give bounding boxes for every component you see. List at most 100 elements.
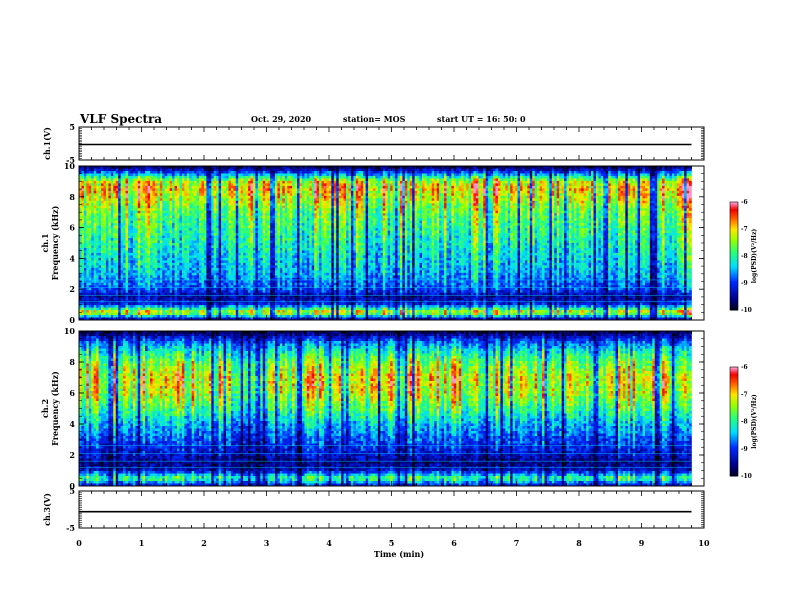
heatmap-cell xyxy=(186,307,190,311)
heatmap-cell xyxy=(186,198,190,202)
heatmap-cell xyxy=(181,218,185,221)
heatmap-cell xyxy=(181,265,185,269)
heatmap-cell xyxy=(245,315,249,318)
heatmap-cell xyxy=(118,285,121,289)
heatmap-cell xyxy=(230,173,234,177)
heatmap-cell xyxy=(186,305,190,308)
heatmap-cell xyxy=(191,178,195,182)
heatmap-cell xyxy=(130,203,134,207)
heatmap-cell xyxy=(201,198,205,202)
heatmap-cell xyxy=(230,305,234,308)
heatmap-cell xyxy=(252,218,256,221)
heatmap-cell xyxy=(132,220,136,224)
heatmap-cell xyxy=(150,275,153,279)
heatmap-cell xyxy=(105,193,109,197)
heatmap-cell xyxy=(98,265,102,269)
heatmap-cell xyxy=(167,260,170,264)
heatmap-cell xyxy=(137,198,141,202)
heatmap-cell xyxy=(196,213,200,216)
heatmap-cell xyxy=(91,238,94,241)
heatmap-cell xyxy=(159,250,163,254)
heatmap-cell xyxy=(203,170,207,174)
heatmap-cell xyxy=(179,297,183,301)
heatmap-cell xyxy=(157,205,161,209)
heatmap-cell xyxy=(88,285,92,289)
heatmap-cell xyxy=(245,267,249,271)
heatmap-cell xyxy=(150,223,153,226)
heatmap-cell xyxy=(255,180,259,184)
heatmap-cell xyxy=(233,305,237,308)
heatmap-cell xyxy=(105,198,109,202)
heatmap-cell xyxy=(86,175,90,179)
heatmap-cell xyxy=(213,210,217,214)
heatmap-cell xyxy=(88,225,92,229)
heatmap-cell xyxy=(265,173,268,177)
heatmap-cell xyxy=(86,225,90,229)
heatmap-cell xyxy=(186,178,190,182)
heatmap-cell xyxy=(154,260,158,264)
heatmap-cell xyxy=(245,235,249,239)
heatmap-cell xyxy=(189,243,192,246)
heatmap-cell xyxy=(250,297,254,301)
heatmap-cell xyxy=(181,215,185,219)
heatmap-cell xyxy=(120,233,124,236)
heatmap-cell xyxy=(194,220,197,224)
heatmap-cell xyxy=(86,275,90,279)
heatmap-cell xyxy=(108,275,112,279)
heatmap-cell xyxy=(157,210,161,214)
heatmap-cell xyxy=(184,180,188,184)
heatmap-cell xyxy=(86,252,90,256)
heatmap-cell xyxy=(248,240,251,244)
heatmap-cell xyxy=(137,312,141,316)
heatmap-cell xyxy=(208,247,212,251)
heatmap-cell xyxy=(101,275,104,279)
heatmap-cell xyxy=(194,270,197,274)
heatmap-cell xyxy=(194,302,197,306)
heatmap-cell xyxy=(140,183,143,187)
heatmap-cell xyxy=(184,255,188,259)
heatmap-cell xyxy=(203,295,207,298)
heatmap-cell xyxy=(159,210,163,214)
heatmap-cell xyxy=(167,168,170,172)
heatmap-cell xyxy=(270,178,273,182)
heatmap-cell xyxy=(120,250,124,254)
heatmap-cell xyxy=(250,175,254,179)
heatmap-cell xyxy=(265,218,268,221)
heatmap-cell xyxy=(252,215,256,219)
heatmap-cell xyxy=(223,290,227,293)
heatmap-cell xyxy=(159,208,163,212)
heatmap-cell xyxy=(157,195,161,199)
heatmap-cell xyxy=(181,225,185,229)
heatmap-cell xyxy=(147,235,151,239)
heatmap-cell xyxy=(130,305,134,308)
heatmap-cell xyxy=(238,203,241,207)
heatmap-cell xyxy=(137,188,141,194)
heatmap-cell xyxy=(132,252,136,256)
heatmap-cell xyxy=(243,280,246,284)
heatmap-cell xyxy=(203,302,207,306)
heatmap-cell xyxy=(130,173,134,177)
heatmap-cell xyxy=(157,267,161,271)
heatmap-cell xyxy=(162,235,166,239)
heatmap-cell xyxy=(245,178,249,182)
heatmap-cell xyxy=(238,218,241,221)
heatmap-cell xyxy=(128,173,131,177)
heatmap-cell xyxy=(157,208,161,212)
heatmap-cell xyxy=(201,210,205,214)
heatmap-cell xyxy=(137,195,141,199)
heatmap-cell xyxy=(267,170,271,174)
heatmap-cell xyxy=(142,310,146,313)
heatmap-cell xyxy=(130,208,134,212)
heatmap-cell xyxy=(88,265,92,269)
heatmap-cell xyxy=(140,218,143,221)
heatmap-cell xyxy=(250,255,254,259)
heatmap-cell xyxy=(260,198,264,202)
heatmap-cell xyxy=(255,233,259,236)
heatmap-cell xyxy=(140,185,143,189)
heatmap-cell xyxy=(233,302,237,306)
heatmap-cell xyxy=(172,245,175,249)
heatmap-cell xyxy=(186,205,190,209)
heatmap-cell xyxy=(108,302,112,306)
heatmap-cell xyxy=(167,170,170,174)
heatmap-cell xyxy=(177,277,180,281)
